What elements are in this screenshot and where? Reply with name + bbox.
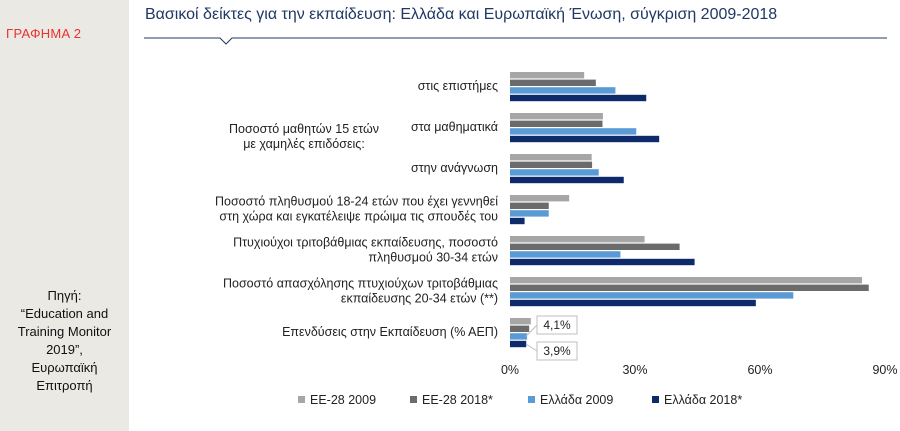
category-label: Επενδύσεις στην Εκπαίδευση (% ΑΕΠ) [282,325,498,339]
category-label: στην ανάγνωση [411,161,498,175]
bar [510,72,585,79]
bar [510,243,680,250]
bar [510,195,570,202]
legend-label: ΕΕ-28 2018* [422,393,493,407]
bar [510,333,528,340]
bar [510,161,593,168]
title-underline [144,37,887,45]
category-label: εκπαίδευσης 20-34 ετών (**) [341,292,498,306]
bar [510,154,592,161]
category-label: πληθυσμού 30-34 ετών [368,251,498,265]
category-label: Ποσοστό πληθυσμού 18-24 ετών που έχει γε… [215,195,498,209]
legend-label: Ελλάδα 2018* [664,393,742,407]
chart-title: Βασικοί δείκτες για την εκπαίδευση: Ελλά… [145,6,778,23]
legend: ΕΕ-28 2009 ΕΕ-28 2018* Ελλάδα 2009 Ελλάδα 2… [298,393,742,407]
source-line: “Education and [20,306,109,321]
group-label: με χαμηλές επιδόσεις: [243,137,365,151]
group-label: Ποσοστό μαθητών 15 ετών [229,122,379,136]
legend-label: ΕΕ-28 2009 [310,393,376,407]
source-line: Training Monitor [17,324,112,339]
legend-swatch [410,396,417,403]
figure-label: ΓΡΑΦΗΜΑ 2 [6,26,82,41]
category-label: στις επιστήμες [418,79,498,93]
annotation-leader [525,324,538,337]
legend-label: Ελλάδα 2009 [540,393,613,407]
column-divider [129,0,132,431]
bar [510,251,621,258]
legend-swatch [298,396,305,403]
x-tick-label: 90% [872,363,897,377]
x-tick-label: 0% [501,363,519,377]
bar [510,292,794,299]
category-label: Πτυχιούχοι τριτοβάθμιας εκπαίδευσης, ποσ… [233,236,498,250]
x-tick-label: 60% [747,363,772,377]
bar [510,113,603,120]
source-line: Πηγή: [47,288,82,303]
bar [510,340,527,348]
bar [510,284,869,291]
category-labels-layer: στις επιστήμες στα μαθηματικά στην ανάγνωσ… [215,79,498,339]
x-tick-label: 30% [622,363,647,377]
sidebar-panel: ΓΡΑΦΗΜΑ 2 Πηγή: “Education and Training … [0,0,129,431]
bar [510,217,525,225]
bar [510,87,616,94]
bar [510,120,603,127]
source-line: Επιτροπή [36,378,93,393]
category-label: στα μαθηματικά [411,120,498,134]
bar [510,169,599,176]
bar [510,318,531,325]
source-note: Πηγή: “Education and Training Monitor 20… [0,287,129,395]
source-line: Ευρωπαϊκή [31,360,98,375]
annotation-label: 3,9% [543,344,571,358]
annotations-layer: 4,1% 3,9% [525,315,578,361]
annotation-label: 4,1% [543,318,571,332]
bar [510,79,596,86]
legend-swatch [652,396,659,403]
bar [510,258,695,266]
bar [510,202,549,209]
legend-swatch [528,396,535,403]
source-line: 2019”, [46,342,83,357]
bar [510,325,530,332]
category-label: στη χώρα και εγκατέλειψε πρώιμα τις σπου… [219,210,498,224]
x-axis-ticks-layer: 0% 30% 60% 90% [501,363,898,377]
bars-layer [510,72,869,348]
category-label: Ποσοστό απασχόλησης πτυχιούχων τριτοβάθμ… [223,277,498,291]
bar [510,277,863,284]
bar [510,135,660,143]
annotation-leader [525,343,538,352]
bar [510,236,645,243]
bar-chart: στις επιστήμες στα μαθηματικά στην ανάγνωσ… [144,37,898,407]
bar [510,128,637,135]
bar [510,299,756,307]
bar [510,94,647,102]
bar [510,176,624,184]
bar [510,210,549,217]
